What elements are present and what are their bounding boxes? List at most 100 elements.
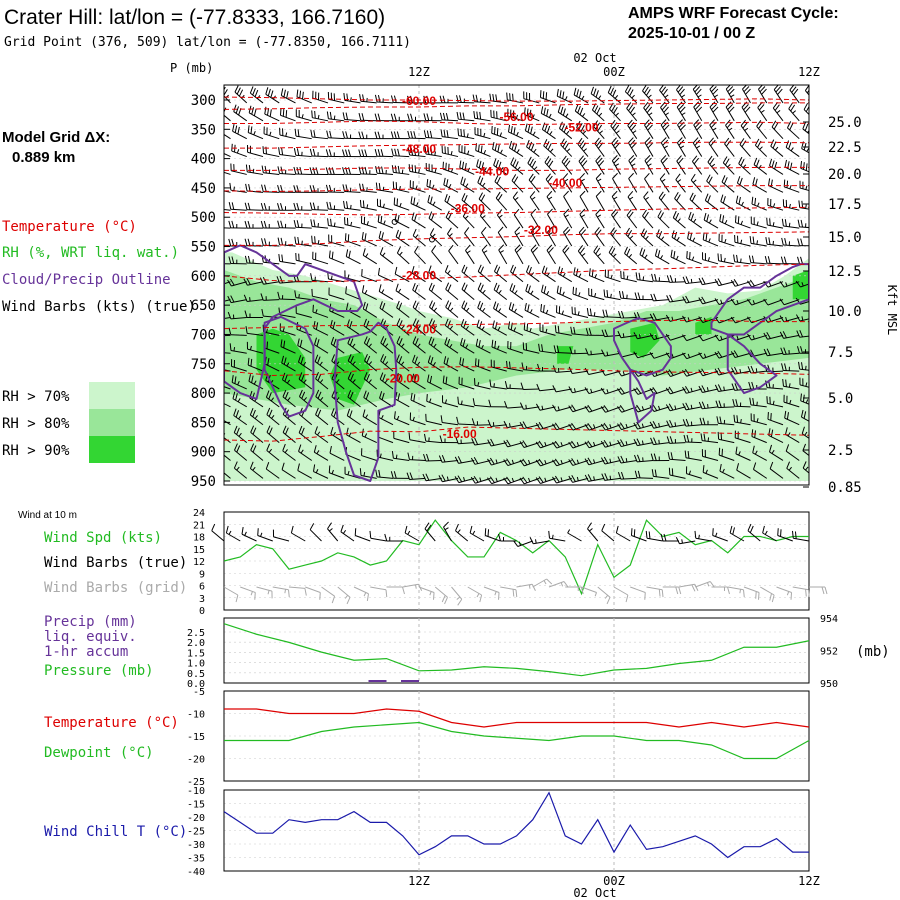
true-wind-barb: [777, 528, 793, 542]
bottom-time-label: 12Z: [798, 874, 820, 888]
upper-wind-barb: [475, 143, 491, 158]
upper-wind-barb: [244, 202, 264, 211]
upper-wind-barb: [448, 244, 459, 265]
upper-wind-barb: [224, 245, 231, 247]
upper-wind-barb: [248, 105, 264, 122]
grid-wind-barb: [321, 586, 336, 604]
upper-wind-barb: [686, 251, 702, 265]
y-tick-label: 0.5: [187, 669, 205, 680]
upper-wind-barb: [477, 175, 491, 193]
upper-wind-barb: [457, 396, 475, 408]
height-tick-label: 2.5: [828, 443, 853, 459]
upper-wind-barb: [584, 440, 605, 449]
upper-wind-barb: [293, 202, 312, 211]
upper-wind-barb: [574, 104, 589, 122]
upper-wind-barb: [447, 227, 459, 247]
upper-wind-barb: [461, 282, 475, 300]
upper-wind-barb: [428, 265, 443, 283]
upper-wind-barb: [618, 310, 637, 319]
temperature-contour-label: -44.00: [475, 164, 509, 178]
pressure-tick-label: 450: [191, 181, 216, 197]
upper-wind-barb: [665, 386, 686, 395]
upper-wind-barb: [568, 366, 589, 374]
upper-wind-barb: [568, 458, 589, 466]
cloud-outline: [710, 263, 809, 336]
upper-wind-barb: [786, 121, 800, 140]
grid-wind-barb: [678, 583, 699, 592]
height-tick-label: 0.85: [828, 480, 862, 496]
upper-wind-barb: [750, 216, 767, 229]
upper-wind-barb: [718, 233, 735, 247]
upper-wind-barb: [526, 139, 540, 157]
upper-wind-barb: [586, 308, 605, 318]
upper-wind-barb: [730, 350, 751, 359]
upper-wind-barb: [347, 371, 361, 390]
grid-wind-barb: [548, 581, 569, 588]
legend-precip: Precip (mm): [44, 614, 137, 630]
rh-70-label: RH > 70%: [2, 389, 70, 405]
grid-wind-barb: [809, 586, 828, 595]
y-tick-label: 15: [193, 545, 205, 556]
upper-wind-barb: [747, 333, 767, 341]
upper-wind-barb: [688, 211, 703, 229]
upper-wind-barb: [573, 267, 589, 283]
upper-wind-barb: [683, 434, 702, 444]
upper-wind-barb: [445, 282, 459, 300]
true-wind-barb: [675, 537, 696, 545]
height-tick-label: 20.0: [828, 167, 862, 183]
cross-section-grid: [224, 85, 809, 485]
upper-wind-barb: [233, 104, 248, 122]
upper-wind-barb: [687, 231, 702, 247]
upper-wind-barb: [279, 107, 296, 122]
upper-wind-barb: [584, 457, 605, 466]
upper-wind-barb: [514, 226, 524, 247]
grid-wind-barb: [695, 581, 715, 588]
rh-90-region: [329, 352, 371, 405]
upper-wind-barb: [700, 433, 719, 444]
upper-wind-barb: [474, 378, 491, 390]
upper-wind-barb: [439, 95, 459, 104]
upper-wind-barb: [408, 432, 426, 444]
upper-wind-barb: [326, 130, 345, 140]
true-wind-barb: [241, 526, 257, 542]
upper-wind-barb: [595, 208, 605, 229]
upper-wind-barb: [524, 123, 540, 140]
upper-wind-barb: [692, 137, 703, 157]
grid-wind-barb: [434, 586, 448, 605]
upper-wind-barb: [224, 281, 231, 285]
upper-wind-barb: [649, 420, 670, 429]
upper-wind-barb: [577, 244, 589, 265]
upper-wind-barb: [438, 474, 459, 483]
upper-wind-barb: [557, 105, 573, 122]
grid-wind-barb: [305, 586, 321, 600]
upper-wind-barb: [224, 299, 231, 302]
grid-wind-barb: [240, 586, 256, 600]
upper-wind-barb: [440, 415, 459, 426]
upper-wind-barb: [708, 137, 719, 157]
upper-wind-barb: [578, 226, 589, 247]
upper-wind-barb: [670, 249, 686, 265]
upper-wind-barb: [391, 148, 410, 158]
upper-wind-barb: [426, 393, 442, 408]
upper-wind-barb: [489, 379, 507, 390]
upper-wind-barb: [362, 248, 378, 265]
upper-wind-barb: [380, 336, 394, 354]
y-tick-label: 21: [193, 520, 205, 531]
upper-wind-barb: [474, 358, 491, 372]
y-tick-label: -10: [187, 786, 205, 797]
upper-wind-barb: [278, 254, 296, 265]
precip-panel-frame: [223, 617, 810, 684]
upper-wind-barb: [666, 275, 686, 283]
upper-wind-barb: [345, 249, 361, 265]
upper-wind-barb: [360, 215, 377, 229]
precip-pressure-panel: 2.52.01.51.00.50.0 954 952 950: [187, 614, 838, 690]
y-tick-label: -20: [187, 755, 205, 766]
true-wind-barb: [587, 522, 599, 542]
upper-wind-barb: [396, 336, 410, 354]
upper-wind-barb: [298, 389, 313, 408]
upper-wind-barb: [472, 94, 491, 104]
upper-wind-barb: [364, 353, 378, 372]
temperature-contour-label: -16.00: [443, 427, 477, 441]
upper-wind-barb: [454, 475, 475, 484]
upper-wind-barb: [660, 155, 670, 175]
